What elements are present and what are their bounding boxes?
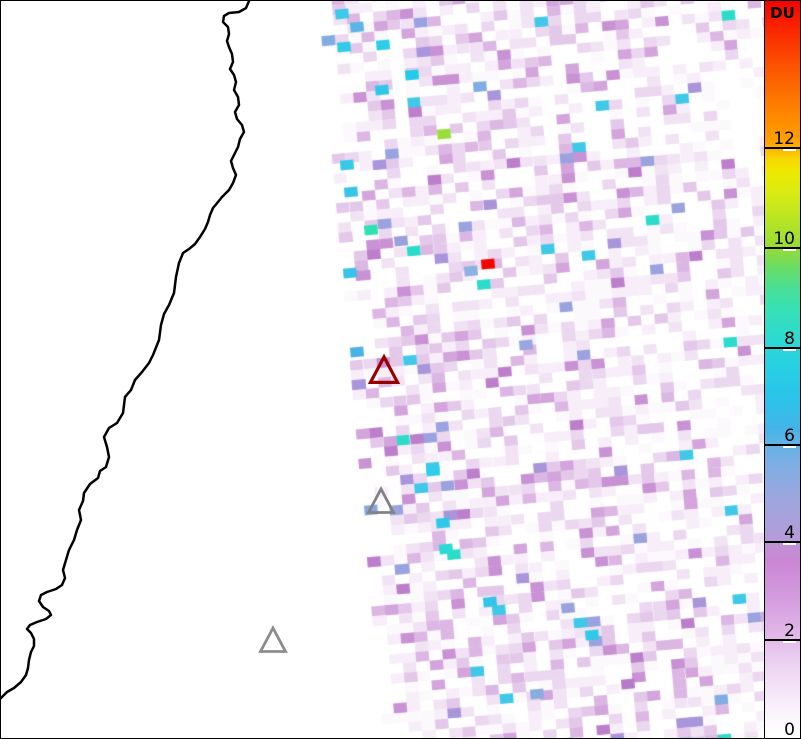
- volcano-marker: [258, 625, 288, 653]
- map-area: [0, 0, 765, 739]
- colorbar-tick-line: [765, 444, 800, 446]
- colorbar-tick-dash: [783, 149, 796, 151]
- colorbar-tick-label: 2: [784, 621, 795, 641]
- colorbar-tick-label: 4: [784, 523, 795, 543]
- coastline: [1, 1, 251, 700]
- colorbar-tick-dash: [783, 641, 796, 643]
- colorbar-unit-label: DU: [770, 4, 795, 22]
- map-overlay: [1, 1, 401, 700]
- colorbar-tick-dash: [783, 349, 796, 351]
- colorbar-tick-label: 10: [773, 229, 795, 249]
- colorbar: 12 10 8 6 4 2 0 DU: [764, 0, 801, 739]
- colorbar-gradient: [765, 1, 800, 738]
- colorbar-tick-line: [765, 147, 800, 149]
- colorbar-tick-line: [765, 639, 800, 641]
- colorbar-tick-dash: [783, 543, 796, 545]
- colorbar-tick-dash: [783, 446, 796, 448]
- colorbar-tick-label: 0: [784, 720, 795, 739]
- colorbar-tick-dash: [783, 249, 796, 251]
- so2-heatmap-canvas: [1, 1, 764, 738]
- colorbar-tick-line: [765, 541, 800, 543]
- volcano-marker: [367, 353, 401, 384]
- colorbar-tick-label: 12: [773, 129, 795, 149]
- colorbar-tick-label: 8: [784, 329, 795, 349]
- colorbar-tick-line: [765, 247, 800, 249]
- colorbar-tick-label: 6: [784, 426, 795, 446]
- volcano-marker: [366, 486, 396, 514]
- colorbar-tick-line: [765, 347, 800, 349]
- volcano-markers: [258, 353, 401, 653]
